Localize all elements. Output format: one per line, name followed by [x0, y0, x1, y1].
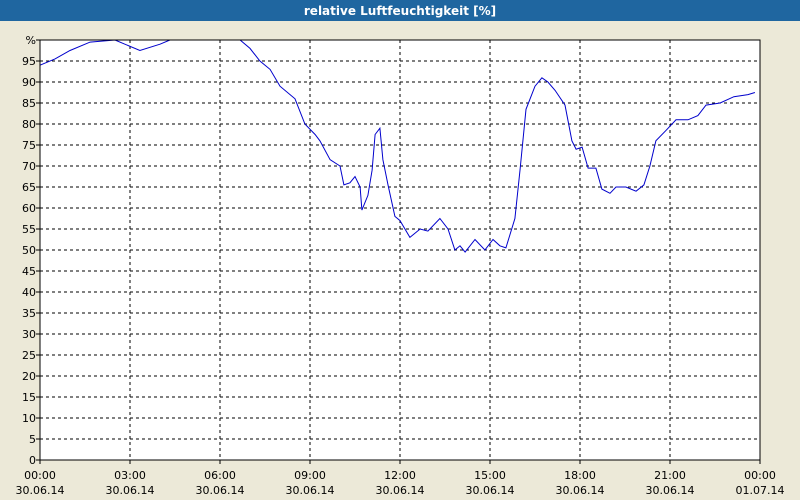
x-tick-date: 30.06.14: [646, 484, 695, 497]
y-tick-label: 15: [22, 391, 36, 404]
y-tick-label: 35: [22, 307, 36, 320]
x-tick-label: 00:00: [24, 469, 56, 482]
title-bar: [0, 0, 800, 21]
x-tick-date: 30.06.14: [16, 484, 65, 497]
grid: [40, 40, 760, 460]
x-tick-label: 15:00: [474, 469, 506, 482]
y-tick-label: 65: [22, 181, 36, 194]
y-tick-label: 40: [22, 286, 36, 299]
y-tick-label: 85: [22, 97, 36, 110]
y-tick-label: 95: [22, 55, 36, 68]
x-tick-label: 06:00: [204, 469, 236, 482]
series: [39, 39, 756, 253]
y-tick-label: 75: [22, 139, 36, 152]
labels: 0 5 10 15 20 25 30 35 40 45 50 55 60 65 70 75 80 85 90 95% 0…: [16, 34, 785, 497]
y-tick-label: 55: [22, 223, 36, 236]
y-tick-label: 70: [22, 160, 36, 173]
y-tick-label: 30: [22, 328, 36, 341]
x-tick-label: 21:00: [654, 469, 686, 482]
x-tick-date: 30.06.14: [466, 484, 515, 497]
x-tick-date: 30.06.14: [106, 484, 155, 497]
y-tick-label: 45: [22, 265, 36, 278]
chart-title: relative Luftfeuchtigkeit [%]: [304, 4, 496, 18]
x-tick-date: 30.06.14: [286, 484, 335, 497]
y-tick-label: 60: [22, 202, 36, 215]
x-tick-label: 18:00: [564, 469, 596, 482]
y-tick-label: 0: [29, 454, 36, 467]
x-tick-label: 00:00: [744, 469, 776, 482]
x-tick-label: 12:00: [384, 469, 416, 482]
y-tick-label: 50: [22, 244, 36, 257]
x-tick-date: 30.06.14: [556, 484, 605, 497]
y-tick-label: 90: [22, 76, 36, 89]
line: [39, 39, 756, 253]
y-tick-label: 80: [22, 118, 36, 131]
x-tick-date: 30.06.14: [196, 484, 245, 497]
x-tick-date: 01.07.14: [736, 484, 785, 497]
y-tick-label: %: [26, 34, 36, 47]
x-tick-label: 03:00: [114, 469, 146, 482]
x-tick-date: 30.06.14: [376, 484, 425, 497]
x-tick-label: 09:00: [294, 469, 326, 482]
y-tick-label: 5: [29, 433, 36, 446]
y-tick-label: 20: [22, 370, 36, 383]
y-tick-label: 10: [22, 412, 36, 425]
y-tick-label: 25: [22, 349, 36, 362]
